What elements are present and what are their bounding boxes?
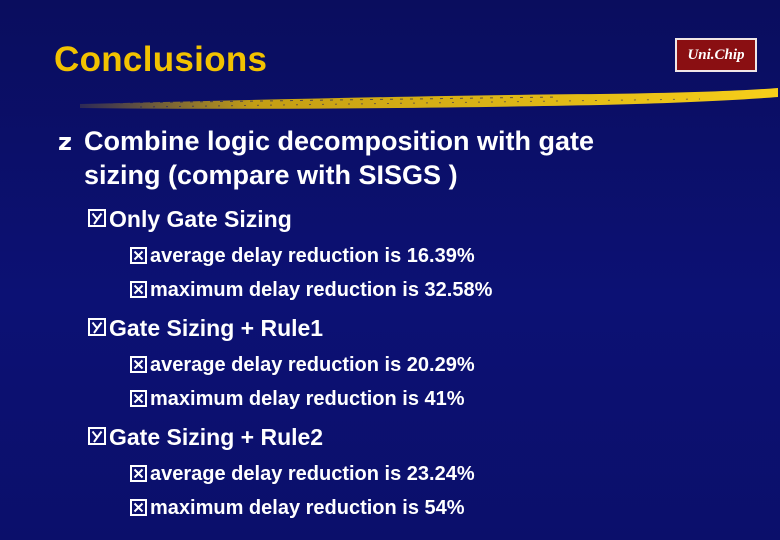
list-item-text: maximum delay reduction is 54% bbox=[150, 497, 465, 519]
checkbox-y-bullet-icon bbox=[88, 427, 106, 445]
list-item: average delay reduction is 16.39% bbox=[130, 244, 475, 268]
checkbox-x-bullet-icon bbox=[130, 247, 147, 264]
checkbox-y-bullet-icon bbox=[88, 318, 106, 336]
checkbox-x-bullet-icon bbox=[130, 499, 147, 516]
title-underline-brushstroke bbox=[80, 88, 778, 109]
group-heading: Only Gate Sizing bbox=[109, 206, 292, 232]
sub-bullet-gate-sizing-rule1: Gate Sizing + Rule1 bbox=[88, 313, 323, 343]
list-item-text: maximum delay reduction is 41% bbox=[150, 388, 465, 410]
main-bullet: z Combine logic decomposition with gate … bbox=[58, 124, 594, 192]
checkbox-x-bullet-icon bbox=[130, 465, 147, 482]
checkbox-y-bullet-icon bbox=[88, 209, 106, 227]
checkbox-x-bullet-icon bbox=[130, 356, 147, 373]
main-bullet-line-2: sizing (compare with SISGS ) bbox=[84, 160, 458, 190]
list-item-text: average delay reduction is 20.29% bbox=[150, 354, 475, 376]
checkbox-x-bullet-icon bbox=[130, 390, 147, 407]
list-item: average delay reduction is 23.24% bbox=[130, 462, 475, 486]
sub-bullet-gate-sizing-rule2: Gate Sizing + Rule2 bbox=[88, 422, 323, 452]
list-item: maximum delay reduction is 41% bbox=[130, 387, 465, 411]
list-item: maximum delay reduction is 32.58% bbox=[130, 278, 492, 302]
list-item-text: average delay reduction is 23.24% bbox=[150, 463, 475, 485]
z-bullet-icon: z bbox=[58, 128, 72, 156]
list-item-text: maximum delay reduction is 32.58% bbox=[150, 279, 493, 301]
list-item: average delay reduction is 20.29% bbox=[130, 353, 475, 377]
checkbox-x-bullet-icon bbox=[130, 281, 147, 298]
logo-text: Uni.Chip bbox=[687, 46, 745, 63]
list-item-text: average delay reduction is 16.39% bbox=[150, 245, 475, 267]
sub-bullet-only-gate-sizing: Only Gate Sizing bbox=[88, 204, 292, 234]
list-item: maximum delay reduction is 54% bbox=[130, 496, 465, 520]
slide-title: Conclusions bbox=[54, 40, 268, 79]
group-heading: Gate Sizing + Rule1 bbox=[109, 315, 324, 341]
main-bullet-line-1: Combine logic decomposition with gate bbox=[84, 126, 595, 156]
unichip-logo: Uni.Chip bbox=[675, 38, 757, 72]
group-heading: Gate Sizing + Rule2 bbox=[109, 424, 324, 450]
